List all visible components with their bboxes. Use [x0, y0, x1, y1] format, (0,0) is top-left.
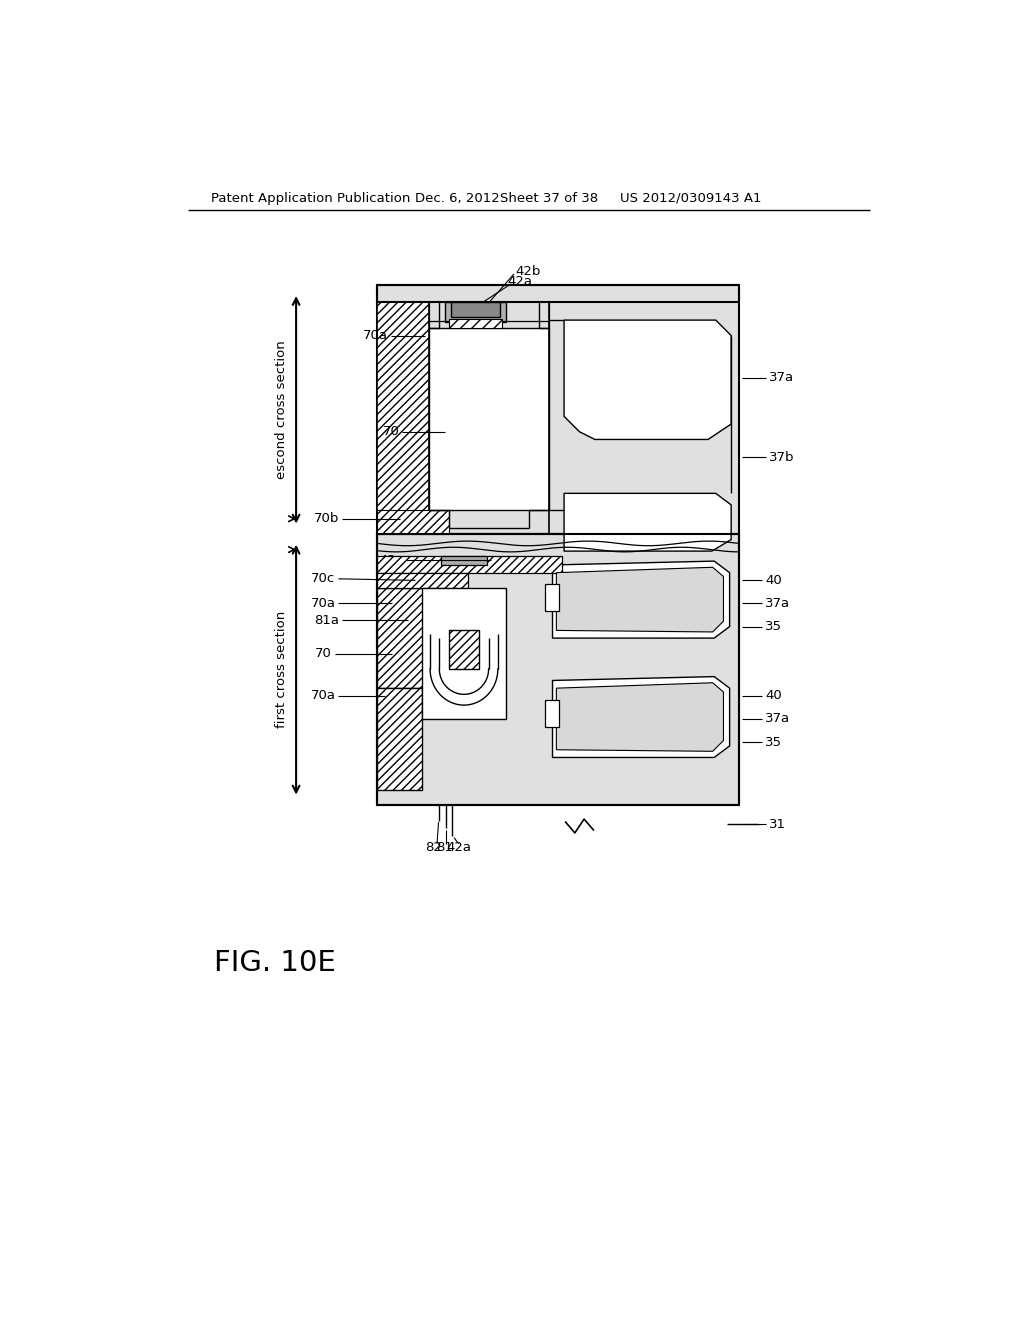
- Text: 70c: 70c: [311, 573, 336, 585]
- Text: 31: 31: [769, 818, 785, 832]
- Bar: [422, 589, 506, 719]
- Bar: [545, 585, 559, 611]
- Text: 35: 35: [765, 735, 782, 748]
- Bar: [377, 285, 739, 535]
- Text: 81a: 81a: [314, 614, 339, 627]
- Bar: [429, 327, 549, 510]
- Text: 70a: 70a: [310, 597, 336, 610]
- Text: 81: 81: [436, 841, 454, 854]
- Bar: [377, 589, 444, 688]
- Text: Sheet 37 of 38: Sheet 37 of 38: [500, 191, 598, 205]
- Text: 42a: 42a: [508, 275, 532, 288]
- Text: 37a: 37a: [769, 371, 794, 384]
- Bar: [444, 302, 506, 322]
- Bar: [377, 688, 422, 789]
- Text: 40: 40: [765, 574, 781, 587]
- Polygon shape: [556, 682, 724, 751]
- Polygon shape: [556, 568, 724, 632]
- Text: 40: 40: [765, 689, 781, 702]
- Text: Dec. 6, 2012: Dec. 6, 2012: [416, 191, 500, 205]
- Polygon shape: [564, 494, 731, 552]
- Text: 42c: 42c: [379, 554, 403, 566]
- Bar: [449, 631, 479, 669]
- Bar: [449, 318, 503, 327]
- Text: 42b: 42b: [515, 265, 541, 279]
- Text: FIG. 10E: FIG. 10E: [214, 949, 336, 977]
- Text: first cross section: first cross section: [275, 611, 288, 729]
- Text: 70: 70: [382, 425, 399, 438]
- Text: 42a: 42a: [446, 841, 471, 854]
- Bar: [377, 573, 468, 589]
- Text: 35: 35: [765, 620, 782, 634]
- Bar: [377, 535, 739, 805]
- Bar: [377, 556, 562, 573]
- Text: 37a: 37a: [765, 713, 791, 726]
- Polygon shape: [553, 561, 730, 638]
- Polygon shape: [553, 677, 730, 758]
- Text: escond cross section: escond cross section: [275, 341, 288, 479]
- Bar: [441, 556, 487, 565]
- Text: US 2012/0309143 A1: US 2012/0309143 A1: [620, 191, 761, 205]
- Bar: [377, 302, 429, 535]
- Text: 70b: 70b: [313, 512, 339, 525]
- Polygon shape: [564, 321, 731, 440]
- Bar: [451, 302, 500, 317]
- Text: 70a: 70a: [310, 689, 336, 702]
- Text: 70a: 70a: [362, 329, 388, 342]
- Text: 37b: 37b: [769, 450, 795, 463]
- Bar: [377, 510, 449, 535]
- Text: 82: 82: [426, 841, 442, 854]
- Bar: [545, 700, 559, 726]
- Text: 37a: 37a: [765, 597, 791, 610]
- Text: Patent Application Publication: Patent Application Publication: [211, 191, 411, 205]
- Text: 70: 70: [314, 647, 332, 660]
